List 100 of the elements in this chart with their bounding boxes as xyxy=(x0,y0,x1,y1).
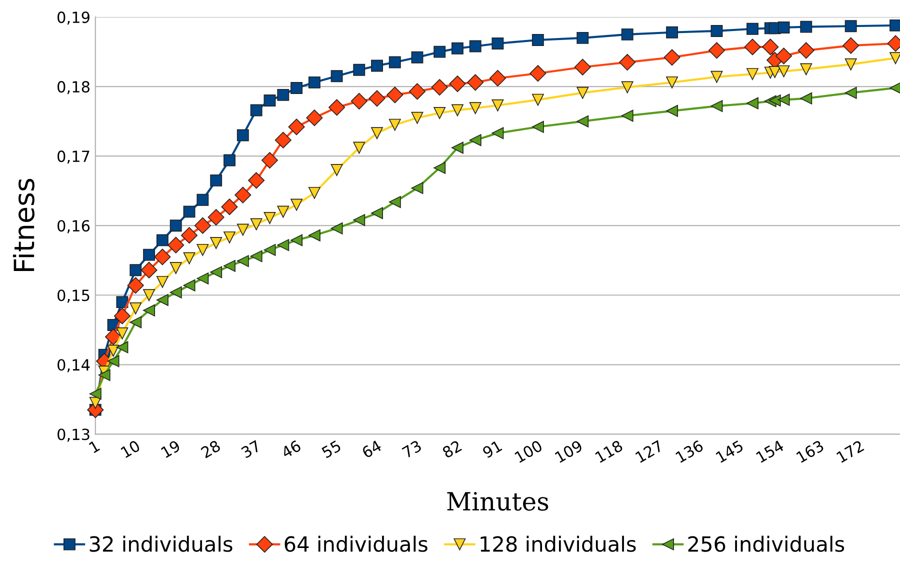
point xyxy=(350,92,368,110)
point xyxy=(264,212,276,224)
point xyxy=(105,328,122,346)
point xyxy=(250,250,262,262)
x-tick-label: 118 xyxy=(594,440,624,463)
point xyxy=(107,344,120,357)
point xyxy=(431,79,448,96)
point xyxy=(274,132,292,148)
y-tick-label: 0,15 xyxy=(58,290,90,303)
point xyxy=(388,56,401,68)
point xyxy=(116,296,128,308)
point xyxy=(844,20,857,32)
point xyxy=(210,266,222,278)
point xyxy=(290,198,303,211)
point xyxy=(353,214,366,226)
point xyxy=(116,341,128,354)
point xyxy=(576,115,589,128)
point xyxy=(143,289,156,302)
point xyxy=(619,54,636,71)
point xyxy=(98,369,110,382)
point xyxy=(236,224,249,236)
point xyxy=(746,68,758,80)
y-tick-label: 0,16 xyxy=(58,220,90,234)
point xyxy=(288,118,305,136)
y-tick-label: 0,14 xyxy=(58,359,90,372)
x-tick-label: 73 xyxy=(402,440,422,458)
point xyxy=(492,99,504,112)
point xyxy=(143,304,156,316)
point xyxy=(130,316,142,328)
point xyxy=(89,388,102,400)
point xyxy=(156,234,168,246)
x-tick-label: 127 xyxy=(634,440,664,463)
point xyxy=(168,236,184,254)
point xyxy=(277,88,290,101)
point xyxy=(290,234,303,246)
point xyxy=(842,37,860,54)
point xyxy=(746,97,758,110)
x-tick-label: 82 xyxy=(442,440,462,458)
x-tick-label: 109 xyxy=(554,440,584,463)
point xyxy=(107,355,120,368)
point xyxy=(469,102,482,114)
point xyxy=(250,104,262,116)
point xyxy=(778,94,790,106)
point xyxy=(261,152,278,169)
point xyxy=(210,174,222,186)
x-axis-title: Minutes xyxy=(447,492,548,511)
point xyxy=(664,49,680,66)
point xyxy=(290,82,303,94)
x-tick-label: 172 xyxy=(836,440,864,463)
point xyxy=(154,248,171,266)
point xyxy=(532,34,544,46)
point xyxy=(532,120,544,133)
point xyxy=(666,104,678,117)
x-tick-label: 136 xyxy=(675,440,704,463)
point xyxy=(210,237,222,249)
point xyxy=(778,22,790,34)
point xyxy=(576,86,589,99)
point xyxy=(434,107,446,119)
point xyxy=(776,48,792,64)
point xyxy=(353,142,366,154)
point xyxy=(156,294,168,306)
legend-label: 64 individuals xyxy=(284,536,428,552)
point xyxy=(574,58,591,76)
point xyxy=(306,110,323,126)
point xyxy=(308,229,320,242)
point xyxy=(492,38,504,50)
point xyxy=(277,239,290,252)
x-tick-label: 55 xyxy=(321,440,342,458)
point xyxy=(371,60,383,72)
point xyxy=(250,218,262,230)
x-tick-label: 28 xyxy=(200,440,222,458)
point xyxy=(248,172,265,189)
point xyxy=(130,264,142,276)
point xyxy=(116,327,128,340)
x-tick-label: 37 xyxy=(240,440,262,458)
x-tick-label: 10 xyxy=(120,440,141,458)
point xyxy=(277,206,290,218)
point xyxy=(180,227,198,244)
x-tick-label: 100 xyxy=(514,440,543,463)
point xyxy=(308,186,320,199)
y-tick-label: 0,18 xyxy=(58,81,90,94)
point xyxy=(140,262,158,278)
point xyxy=(224,231,236,244)
point xyxy=(183,279,196,292)
point xyxy=(170,286,182,298)
y-tick-label: 0,19 xyxy=(58,12,90,25)
legend-label: 256 individuals xyxy=(688,536,844,552)
x-tick-label: 19 xyxy=(160,440,181,458)
point xyxy=(411,182,424,194)
point xyxy=(800,20,812,33)
point xyxy=(530,65,546,82)
point xyxy=(208,208,224,226)
point xyxy=(183,206,196,218)
point xyxy=(236,129,249,142)
point xyxy=(762,38,779,56)
point xyxy=(330,164,343,176)
point xyxy=(492,127,504,140)
x-tick-label: 145 xyxy=(716,440,744,463)
point xyxy=(532,94,544,106)
point xyxy=(411,112,424,124)
